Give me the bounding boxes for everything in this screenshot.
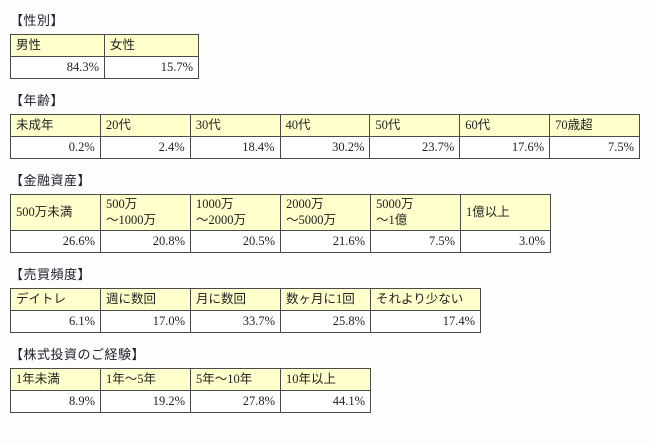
table-value-cell: 21.6% bbox=[280, 229, 371, 253]
section-title-age: 【年齢】 bbox=[10, 93, 65, 108]
table-value-cell: 15.7% bbox=[104, 56, 199, 79]
section-investment-experience: 【株式投資のご経験】 1年未満 1年～5年 5年～10年 10年以上 8.9% … bbox=[10, 344, 640, 413]
table-value-cell: 25.8% bbox=[280, 309, 371, 333]
table-value-row: 26.6% 20.8% 20.5% 21.6% 7.5% 3.0% bbox=[10, 229, 551, 253]
table-header-cell: 未成年 bbox=[10, 114, 101, 137]
table-header-cell: 500万 ～1000万 bbox=[100, 194, 191, 231]
section-financial-assets: 【金融資産】 500万未満 500万 ～1000万 1000万 ～2000万 2… bbox=[10, 170, 640, 253]
table-header-cell: 2000万 ～5000万 bbox=[280, 194, 371, 231]
table-value-cell: 17.0% bbox=[100, 309, 191, 333]
table-header-cell: 1000万 ～2000万 bbox=[190, 194, 281, 231]
table-header-cell: 5000万 ～1億 bbox=[370, 194, 461, 231]
table-value-cell: 30.2% bbox=[279, 136, 371, 159]
table-value-cell: 20.5% bbox=[190, 229, 281, 253]
section-title-gender: 【性別】 bbox=[10, 13, 65, 28]
table-header-row: 1年未満 1年～5年 5年～10年 10年以上 bbox=[10, 367, 371, 391]
table-value-cell: 19.2% bbox=[100, 389, 191, 413]
table-value-cell: 0.2% bbox=[10, 136, 101, 159]
table-value-cell: 44.1% bbox=[280, 389, 371, 413]
table-header-cell: 1億以上 bbox=[460, 194, 551, 231]
section-title-investment-experience: 【株式投資のご経験】 bbox=[10, 346, 146, 362]
table-value-cell: 18.4% bbox=[189, 136, 281, 159]
table-value-cell: 17.6% bbox=[459, 136, 551, 159]
table-header-cell: 500万未満 bbox=[10, 194, 101, 231]
table-header-cell: デイトレ bbox=[10, 287, 101, 311]
table-header-cell: 月に数回 bbox=[190, 287, 281, 311]
table-header-cell: 10年以上 bbox=[280, 367, 371, 391]
table-value-row: 8.9% 19.2% 27.8% 44.1% bbox=[10, 389, 371, 413]
table-value-cell: 7.5% bbox=[370, 229, 461, 253]
table-value-cell: 27.8% bbox=[190, 389, 281, 413]
table-header-cell: 女性 bbox=[104, 34, 199, 57]
table-header-cell: 50代 bbox=[369, 114, 461, 137]
table-value-cell: 84.3% bbox=[10, 56, 105, 79]
section-title-trading-frequency: 【売買頻度】 bbox=[10, 266, 92, 282]
table-header-row: 男性 女性 bbox=[10, 34, 199, 57]
table-value-cell: 26.6% bbox=[10, 229, 101, 253]
section-title-financial-assets: 【金融資産】 bbox=[10, 173, 92, 188]
table-value-row: 6.1% 17.0% 33.7% 25.8% 17.4% bbox=[10, 309, 481, 333]
table-value-cell: 7.5% bbox=[549, 136, 640, 159]
trading-frequency-table: デイトレ 週に数回 月に数回 数ヶ月に1回 それより少ない 6.1% 17.0%… bbox=[10, 287, 481, 333]
table-header-cell: 1年未満 bbox=[10, 367, 101, 391]
table-header-cell: 5年～10年 bbox=[190, 367, 281, 391]
table-value-cell: 8.9% bbox=[10, 389, 101, 413]
section-trading-frequency: 【売買頻度】 デイトレ 週に数回 月に数回 数ヶ月に1回 それより少ない 6.1… bbox=[10, 264, 640, 333]
table-header-cell: 60代 bbox=[459, 114, 551, 137]
table-header-row: デイトレ 週に数回 月に数回 数ヶ月に1回 それより少ない bbox=[10, 287, 481, 311]
table-value-cell: 6.1% bbox=[10, 309, 101, 333]
table-value-cell: 3.0% bbox=[460, 229, 551, 253]
table-value-cell: 20.8% bbox=[100, 229, 191, 253]
gender-table: 男性 女性 84.3% 15.7% bbox=[10, 34, 199, 79]
table-value-row: 84.3% 15.7% bbox=[10, 56, 199, 79]
table-header-row: 未成年 20代 30代 40代 50代 60代 70歳超 bbox=[10, 114, 640, 137]
table-value-cell: 17.4% bbox=[370, 309, 481, 333]
table-header-cell: 週に数回 bbox=[100, 287, 191, 311]
table-value-row: 0.2% 2.4% 18.4% 30.2% 23.7% 17.6% 7.5% bbox=[10, 136, 640, 159]
table-header-cell: 数ヶ月に1回 bbox=[280, 287, 371, 311]
table-value-cell: 33.7% bbox=[190, 309, 281, 333]
age-table: 未成年 20代 30代 40代 50代 60代 70歳超 0.2% 2.4% 1… bbox=[10, 114, 640, 159]
table-value-cell: 23.7% bbox=[369, 136, 461, 159]
table-header-cell: 20代 bbox=[99, 114, 191, 137]
table-header-cell: 男性 bbox=[10, 34, 105, 57]
investment-experience-table: 1年未満 1年～5年 5年～10年 10年以上 8.9% 19.2% 27.8%… bbox=[10, 367, 371, 413]
section-age: 【年齢】 未成年 20代 30代 40代 50代 60代 70歳超 0.2% 2… bbox=[10, 90, 640, 159]
table-header-cell: 70歳超 bbox=[549, 114, 640, 137]
financial-assets-table: 500万未満 500万 ～1000万 1000万 ～2000万 2000万 ～5… bbox=[10, 194, 551, 253]
table-header-row: 500万未満 500万 ～1000万 1000万 ～2000万 2000万 ～5… bbox=[10, 194, 551, 231]
table-value-cell: 2.4% bbox=[99, 136, 191, 159]
table-header-cell: 1年～5年 bbox=[100, 367, 191, 391]
section-gender: 【性別】 男性 女性 84.3% 15.7% bbox=[10, 10, 640, 79]
table-header-cell: 40代 bbox=[279, 114, 371, 137]
table-header-cell: それより少ない bbox=[370, 287, 481, 311]
table-header-cell: 30代 bbox=[189, 114, 281, 137]
